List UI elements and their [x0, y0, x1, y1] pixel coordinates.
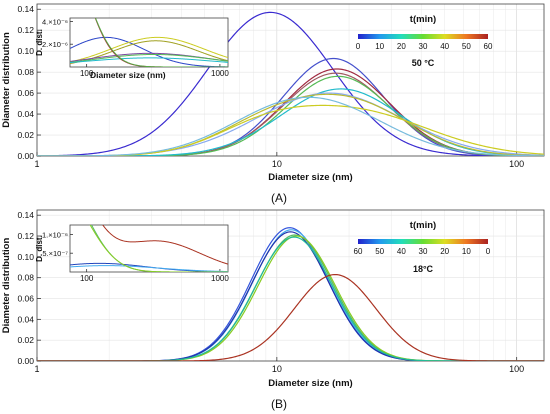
colorbar-tick-label: 50 — [462, 42, 471, 51]
y-tick-label: 0.02 — [17, 335, 34, 345]
colorbar-tick-label: 30 — [419, 42, 428, 51]
inset-series-line — [70, 265, 228, 272]
colorbar-tick-label: 60 — [354, 247, 363, 256]
inset-series-group — [70, 18, 228, 67]
inset-series-line — [70, 36, 228, 63]
colorbar-tick-label: 20 — [397, 42, 406, 51]
inset-y-tick-label: 2.×10⁻⁶ — [42, 40, 68, 49]
x-tick-label: 1 — [34, 159, 39, 169]
colorbar-note: 18°C — [413, 264, 434, 274]
plot-frame — [36, 3, 545, 157]
inset-y-tick-label: 5.×10⁻⁷ — [42, 249, 68, 258]
series-group — [37, 11, 544, 156]
y-tick-label: 0.12 — [17, 231, 34, 241]
inset-chart: 100 1000 5.×10⁻⁷ 1.×10⁻⁶D. dist. — [35, 224, 229, 283]
y-tick-label: 0.10 — [17, 46, 34, 56]
inset-y-tick-label: 1.×10⁻⁶ — [42, 230, 68, 239]
plot-frame — [36, 209, 545, 362]
colorbar-note: 50 °C — [412, 58, 435, 68]
inset-x-tick-label: 1000 — [211, 274, 229, 283]
series-group — [37, 227, 544, 361]
y-tick-label: 0.12 — [17, 25, 34, 35]
colorbar-tick-label: 60 — [484, 42, 493, 51]
x-tick-label: 100 — [509, 159, 524, 169]
y-tick-label: 0.00 — [17, 151, 34, 161]
colorbar-tick-label: 10 — [375, 42, 384, 51]
inset-y-axis-label: D. dist. — [35, 29, 44, 56]
series-line — [37, 11, 544, 156]
inset-x-axis-label: Diameter size (nm) — [90, 70, 166, 80]
x-tick-label: 100 — [509, 364, 524, 374]
inset-series-line — [70, 40, 228, 65]
y-tick-label: 0.02 — [17, 130, 34, 140]
inset-frame — [69, 224, 229, 273]
colorbar-title: t(min) — [410, 220, 436, 231]
panel-b-chart: 1 10 1000.000.020.040.060.080.100.120.14Di… — [1, 209, 545, 389]
x-axis-label: Diameter size (nm) — [268, 378, 352, 389]
x-tick-label: 10 — [272, 159, 282, 169]
inset-series-group — [70, 225, 228, 272]
series-line — [37, 72, 544, 156]
colorbar-tick-label: 50 — [375, 247, 384, 256]
y-tick-label: 0.04 — [17, 109, 34, 119]
y-axis-label: Diameter distribution — [1, 32, 12, 128]
colorbar-tick-label: 40 — [397, 247, 406, 256]
panel-a-chart: 1 10 1000.000.020.040.060.080.100.120.14Di… — [1, 3, 545, 183]
panel-a-label: (A) — [271, 191, 287, 205]
inset-x-tick-label: 100 — [80, 69, 94, 78]
x-tick-label: 10 — [272, 364, 282, 374]
y-tick-label: 0.06 — [17, 88, 34, 98]
inset-series-line — [89, 225, 228, 272]
colorbar-tick-label: 30 — [419, 247, 428, 256]
y-tick-label: 0.06 — [17, 294, 34, 304]
series-line — [37, 96, 544, 156]
inset-series-line — [102, 225, 228, 265]
inset-series-line — [70, 36, 228, 67]
x-axis-label: Diameter size (nm) — [268, 172, 352, 183]
inset-y-tick-label: 4.×10⁻⁶ — [42, 17, 68, 26]
inset-y-axis-label: D. dist. — [35, 235, 44, 262]
series-line — [37, 273, 544, 361]
inset-series-line — [70, 53, 228, 63]
colorbar — [358, 239, 488, 244]
colorbar-title: t(min) — [410, 14, 436, 25]
y-tick-label: 0.08 — [17, 67, 34, 77]
inset-chart: 100 1000 2.×10⁻⁶ 4.×10⁻⁶ D. dist. Diameter si… — [35, 17, 229, 80]
y-tick-label: 0.04 — [17, 314, 34, 324]
y-tick-label: 0.14 — [17, 4, 34, 14]
series-line — [37, 68, 544, 156]
series-line — [37, 88, 544, 156]
colorbar-tick-label: 40 — [440, 42, 449, 51]
y-tick-label: 0.08 — [17, 273, 34, 283]
inset-series-line — [94, 18, 228, 67]
colorbar-tick-label: 0 — [486, 247, 491, 256]
colorbar-tick-label: 0 — [356, 42, 361, 51]
inset-x-tick-label: 100 — [80, 274, 94, 283]
inset-series-line — [70, 57, 228, 64]
colorbar-tick-label: 20 — [440, 247, 449, 256]
y-tick-label: 0.10 — [17, 252, 34, 262]
y-tick-label: 0.14 — [17, 210, 34, 220]
panel-b-label: (B) — [271, 397, 287, 411]
colorbar — [358, 34, 488, 39]
y-tick-label: 0.00 — [17, 356, 34, 366]
colorbar-tick-label: 10 — [462, 247, 471, 256]
inset-x-tick-label: 1000 — [211, 69, 229, 78]
y-axis-label: Diameter distribution — [1, 238, 12, 334]
x-tick-label: 1 — [34, 364, 39, 374]
